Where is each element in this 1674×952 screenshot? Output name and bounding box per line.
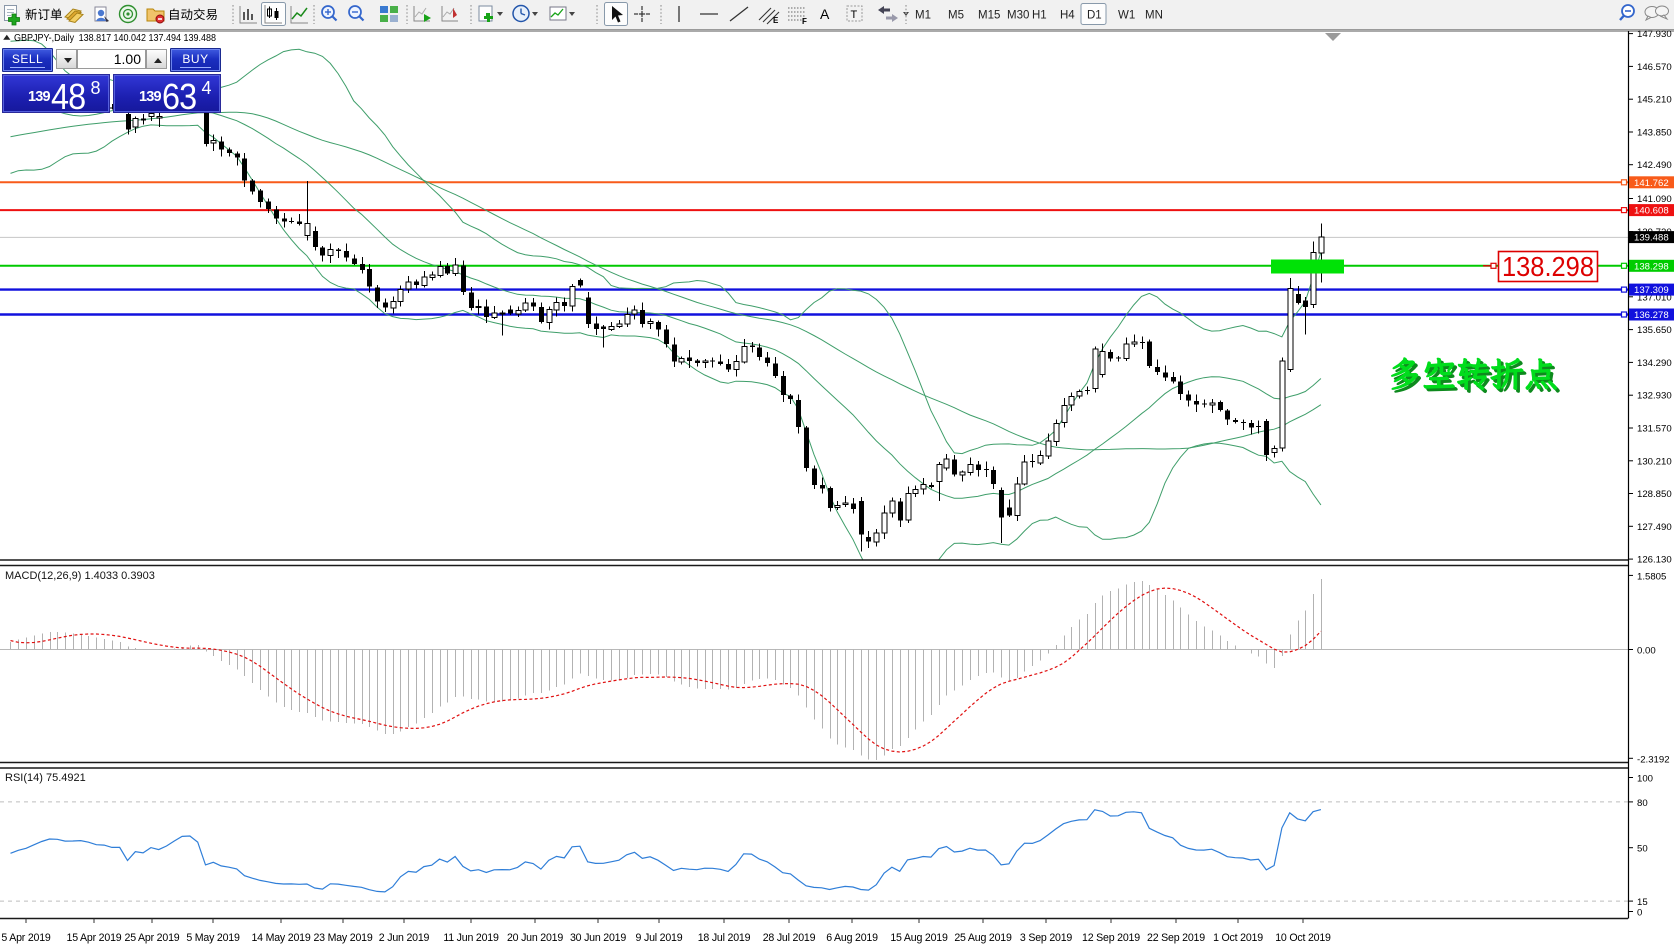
svg-text:147.930: 147.930 [1637,29,1672,40]
svg-text:146.570: 146.570 [1637,62,1672,73]
svg-text:15: 15 [1637,897,1648,908]
svg-text:20 Jun 2019: 20 Jun 2019 [507,932,563,944]
svg-text:M15: M15 [978,10,1000,22]
svg-text:130.210: 130.210 [1637,456,1672,467]
svg-text:11 Jun 2019: 11 Jun 2019 [443,932,499,944]
svg-text:28 Jul 2019: 28 Jul 2019 [763,932,816,944]
svg-text:127.490: 127.490 [1637,522,1672,533]
svg-text:3 Sep 2019: 3 Sep 2019 [1020,932,1073,944]
svg-text:134.290: 134.290 [1637,358,1672,369]
svg-text:1.5805: 1.5805 [1637,571,1666,582]
svg-text:141.090: 141.090 [1637,194,1672,205]
svg-text:E: E [773,16,779,25]
svg-text:25 Apr 2019: 25 Apr 2019 [125,932,180,944]
svg-text:6 Aug 2019: 6 Aug 2019 [826,932,878,944]
svg-text:50: 50 [1637,844,1648,855]
svg-text:M1: M1 [915,10,931,22]
svg-text:9 Jul 2019: 9 Jul 2019 [636,932,683,944]
svg-text:0: 0 [1637,908,1642,919]
svg-text:MN: MN [1145,10,1163,22]
svg-text:GBPJPY-,Daily 138.817 140.042: GBPJPY-,Daily 138.817 140.042 137.494 13… [14,32,216,44]
svg-text:145.210: 145.210 [1637,95,1672,106]
svg-text:132.930: 132.930 [1637,391,1672,402]
svg-text:138.298: 138.298 [1634,261,1669,272]
svg-text:131.570: 131.570 [1637,424,1672,435]
svg-text:30 Jun 2019: 30 Jun 2019 [570,932,626,944]
svg-text:5 Apr 2019: 5 Apr 2019 [1,932,51,944]
svg-text:137.010: 137.010 [1637,292,1672,303]
svg-text:RSI(14) 75.4921: RSI(14) 75.4921 [5,772,86,784]
svg-text:0.00: 0.00 [1637,646,1656,657]
svg-text:138.298: 138.298 [1502,251,1594,282]
svg-text:10 Oct 2019: 10 Oct 2019 [1275,932,1331,944]
svg-text:2 Jun 2019: 2 Jun 2019 [379,932,430,944]
svg-text:D1: D1 [1087,10,1102,22]
svg-text:139.488: 139.488 [1634,233,1669,244]
svg-text:142.490: 142.490 [1637,160,1672,171]
svg-text:15 Aug 2019: 15 Aug 2019 [890,932,948,944]
svg-text:W1: W1 [1118,10,1135,22]
svg-text:M5: M5 [948,10,964,22]
svg-text:M30: M30 [1007,10,1029,22]
svg-text:141.762: 141.762 [1634,178,1669,189]
svg-text:MACD(12,26,9) 1.4033 0.3903: MACD(12,26,9) 1.4033 0.3903 [5,570,155,582]
svg-text:136.278: 136.278 [1634,310,1669,321]
svg-text:12 Sep 2019: 12 Sep 2019 [1082,932,1140,944]
svg-text:F: F [802,17,807,26]
svg-text:80: 80 [1637,798,1648,809]
svg-text:135.650: 135.650 [1637,325,1672,336]
svg-text:A: A [820,6,830,22]
svg-text:140.608: 140.608 [1634,206,1669,217]
svg-text:23 May 2019: 23 May 2019 [313,932,372,944]
svg-text:18 Jul 2019: 18 Jul 2019 [698,932,751,944]
svg-text:137.309: 137.309 [1634,285,1669,296]
svg-text:143.850: 143.850 [1637,128,1672,139]
svg-text:5 May 2019: 5 May 2019 [186,932,240,944]
svg-text:25 Aug 2019: 25 Aug 2019 [954,932,1012,944]
svg-text:14 May 2019: 14 May 2019 [251,932,310,944]
svg-text:1 Oct 2019: 1 Oct 2019 [1213,932,1263,944]
svg-text:100: 100 [1637,774,1653,785]
svg-text:126.130: 126.130 [1637,555,1672,566]
svg-text:T: T [851,9,858,21]
svg-text:H1: H1 [1032,10,1047,22]
svg-text:22 Sep 2019: 22 Sep 2019 [1147,932,1205,944]
svg-text:128.850: 128.850 [1637,489,1672,500]
svg-text:H4: H4 [1060,10,1075,22]
svg-text:-2.3192: -2.3192 [1637,754,1670,765]
svg-text:15 Apr 2019: 15 Apr 2019 [67,932,122,944]
